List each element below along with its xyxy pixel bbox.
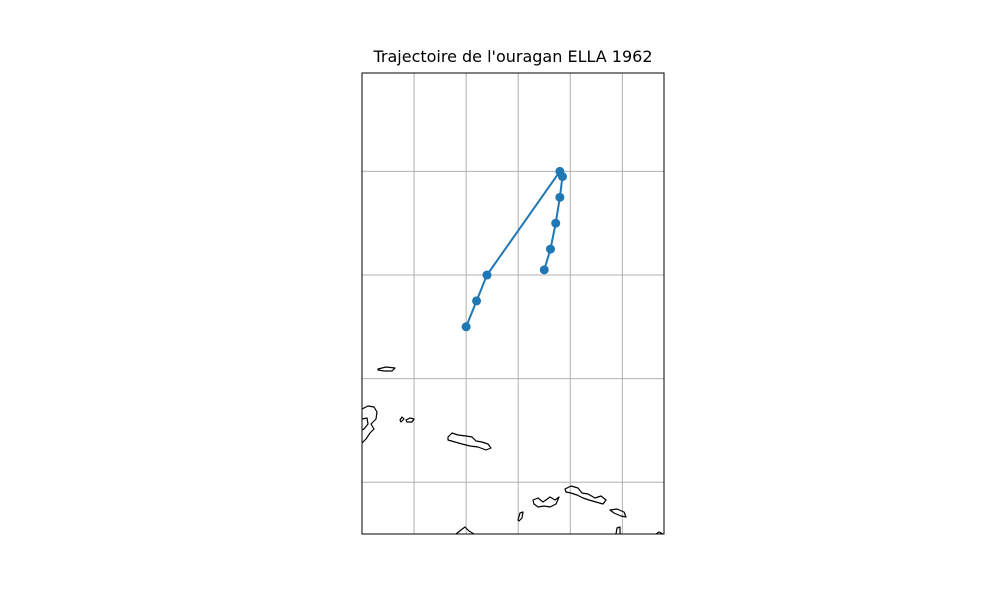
hurricane-track (461, 166, 567, 332)
coastline-cuba-inner (362, 417, 369, 431)
coastline-island-group-a (532, 496, 560, 508)
coastlines (362, 366, 664, 534)
track-point-2 (482, 270, 492, 280)
map-title: Trajectoire de l'ouragan ELLA 1962 (373, 47, 653, 66)
track-point-6 (551, 218, 561, 228)
gridlines (362, 73, 664, 534)
coastline-inagua (377, 366, 396, 372)
coastline-island-small-5 (655, 531, 664, 534)
track-point-1 (472, 296, 482, 306)
track-point-5 (555, 192, 565, 202)
coastline-island-group-b (564, 485, 607, 505)
track-point-0 (461, 322, 471, 332)
coastline-cuba-east (362, 405, 378, 444)
coastline-north-hispaniola (447, 432, 492, 451)
map-frame (361, 72, 665, 535)
coastline-island-small-4 (455, 526, 475, 534)
coastline-island-small-3 (615, 526, 621, 534)
coastline-island-small-1 (517, 511, 524, 522)
coastline-island-small-2 (609, 508, 627, 518)
coastline-turks-caicos-east (405, 417, 415, 423)
track-point-8 (539, 265, 549, 275)
track-point-4 (557, 172, 567, 182)
track-point-7 (545, 244, 555, 254)
coastline-turks-caicos-west (399, 416, 405, 423)
